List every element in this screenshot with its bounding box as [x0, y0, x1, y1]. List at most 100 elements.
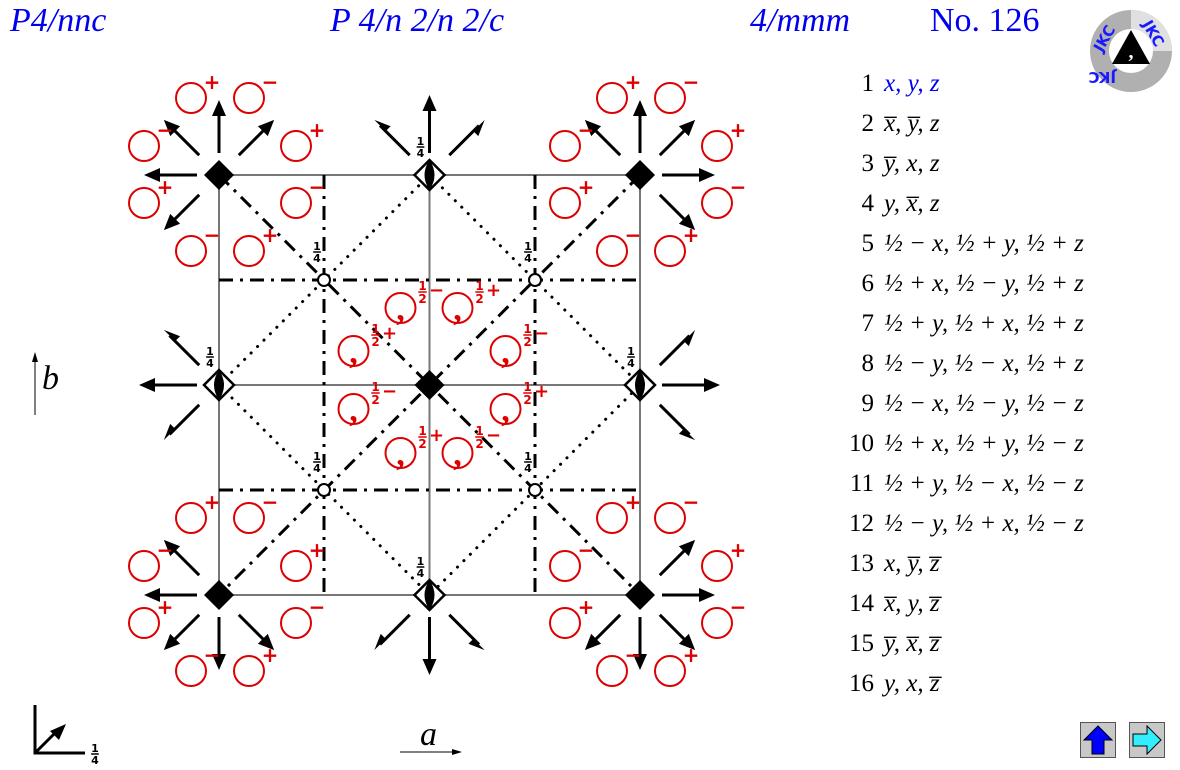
- position-coordinates: ½ + x, ½ + y, ½ − z: [884, 430, 1084, 457]
- position-coordinates: ½ − y, ½ − x, ½ + z: [884, 350, 1084, 377]
- position-sign: −: [382, 381, 397, 402]
- position-row: 4 y, x̅, z: [836, 184, 1084, 224]
- arrow-head-icon: [678, 539, 696, 557]
- twofold-axis-icon: [214, 370, 224, 400]
- fraction-numerator: 1: [475, 424, 483, 438]
- position-number: 13: [849, 550, 874, 577]
- position-sign: −: [486, 425, 501, 446]
- fraction-numerator: 1: [523, 380, 531, 394]
- up-button[interactable]: [1080, 722, 1116, 758]
- position-coordinates: ½ + x, ½ − y, ½ + z: [884, 270, 1084, 297]
- comma-icon: ,: [396, 291, 405, 328]
- general-position-circle: [233, 82, 265, 114]
- position-coordinates: ½ − x, ½ − y, ½ − z: [884, 390, 1084, 417]
- position-sign: −: [625, 643, 642, 667]
- general-position-circle: [128, 130, 160, 162]
- fourfold-axis-icon: [414, 370, 445, 400]
- fraction-denominator: 2: [418, 437, 426, 451]
- arrow-head-icon: [452, 749, 462, 755]
- fraction-numerator: 1: [206, 345, 214, 358]
- comma-icon: ,: [396, 436, 405, 473]
- position-sign: −: [730, 595, 747, 619]
- position-sign: −: [534, 323, 549, 344]
- general-position-circle: [233, 655, 265, 687]
- position-sign: +: [204, 490, 221, 514]
- position-sign: +: [730, 118, 747, 142]
- general-position-circle: [441, 292, 474, 324]
- position-height: 12: [371, 322, 380, 349]
- arrow-head-icon: [633, 100, 647, 116]
- position-row: 14 x̅, y, z̅: [836, 584, 1084, 624]
- general-position-circle: [489, 393, 522, 425]
- fraction-numerator: 1: [418, 279, 426, 293]
- fraction-denominator: 4: [91, 754, 99, 767]
- position-sign: +: [625, 490, 642, 514]
- position-height: 12: [475, 424, 484, 451]
- general-position-circle: [233, 502, 265, 534]
- fraction-numerator: 1: [417, 135, 425, 148]
- comma-icon: ,: [453, 436, 462, 473]
- position-number: 12: [849, 510, 874, 537]
- position-coordinates: ½ − x, ½ + y, ½ + z: [884, 230, 1084, 257]
- arrow-head-icon: [683, 329, 696, 347]
- comma-icon: ,: [349, 334, 358, 371]
- up-arrow-icon: [1082, 725, 1114, 755]
- position-height: 12: [475, 279, 484, 306]
- general-position-circle: [233, 235, 265, 267]
- general-position-circle: [549, 550, 581, 582]
- position-number: 3: [861, 150, 875, 177]
- arrow-head-icon: [212, 654, 226, 670]
- position-sign: −: [204, 223, 221, 247]
- glide-plane-line: [217, 173, 642, 597]
- fraction-numerator: 1: [475, 279, 483, 293]
- position-sign: −: [204, 643, 221, 667]
- fourfold-axis-icon: [625, 580, 655, 610]
- position-row: 11 ½ + y, ½ − x, ½ − z: [836, 464, 1084, 504]
- fraction-denominator: 2: [475, 437, 483, 451]
- position-height: 12: [523, 380, 532, 407]
- position-sign: +: [157, 175, 174, 199]
- general-position-circle: [337, 335, 370, 367]
- next-button[interactable]: [1129, 722, 1165, 758]
- position-sign: +: [578, 175, 595, 199]
- axis-arrow-shaft: [168, 403, 201, 436]
- fraction-numerator: 1: [627, 345, 635, 358]
- position-sign: +: [262, 223, 279, 247]
- general-position-circle: [441, 437, 474, 469]
- position-sign: −: [157, 538, 174, 562]
- height-label: 14: [524, 240, 532, 265]
- position-sign: +: [486, 280, 501, 301]
- general-position-circle: [384, 437, 417, 469]
- arrow-head-icon: [422, 95, 437, 111]
- position-sign: +: [309, 538, 326, 562]
- fraction-numerator: 1: [418, 424, 426, 438]
- position-number: 10: [849, 430, 874, 457]
- position-sign: +: [683, 223, 700, 247]
- position-coordinates: y̅, x̅, z̅: [884, 630, 940, 657]
- arrow-head-icon: [144, 588, 160, 602]
- arrow-head-icon: [257, 633, 275, 651]
- axis-arrow-shaft: [658, 334, 691, 367]
- position-height: 12: [371, 380, 380, 407]
- position-row: 16 y, x, z̅: [836, 664, 1084, 704]
- general-positions-list: 1 x, y, z 2 x̅, y̅, z 3 y̅, x, z 4 y, x̅, z 5 ½ −…: [836, 64, 1084, 704]
- position-sign: −: [683, 70, 700, 94]
- arrow-head-icon: [422, 659, 437, 675]
- axis-b-label: b: [42, 360, 59, 397]
- general-position-circle: [128, 187, 160, 219]
- position-sign: −: [625, 223, 642, 247]
- position-row: 2 x̅, y̅, z: [836, 104, 1084, 144]
- arrow-head-icon: [584, 633, 602, 651]
- twofold-axis-icon: [424, 580, 435, 610]
- fraction-denominator: 2: [475, 292, 483, 306]
- position-row: 3 y̅, x, z: [836, 144, 1084, 184]
- short-symbol: P4/nnc: [10, 2, 107, 39]
- inversion-center-icon: [528, 273, 542, 287]
- general-position-circle: [280, 607, 312, 639]
- jkc-logo[interactable]: , JKC JKC JKC: [1088, 8, 1174, 94]
- arrow-head-icon: [678, 213, 696, 231]
- arrow-head-icon: [678, 633, 696, 651]
- arrow-head-icon: [50, 724, 66, 740]
- arrow-head-icon: [212, 100, 226, 116]
- arrow-head-icon: [468, 638, 485, 651]
